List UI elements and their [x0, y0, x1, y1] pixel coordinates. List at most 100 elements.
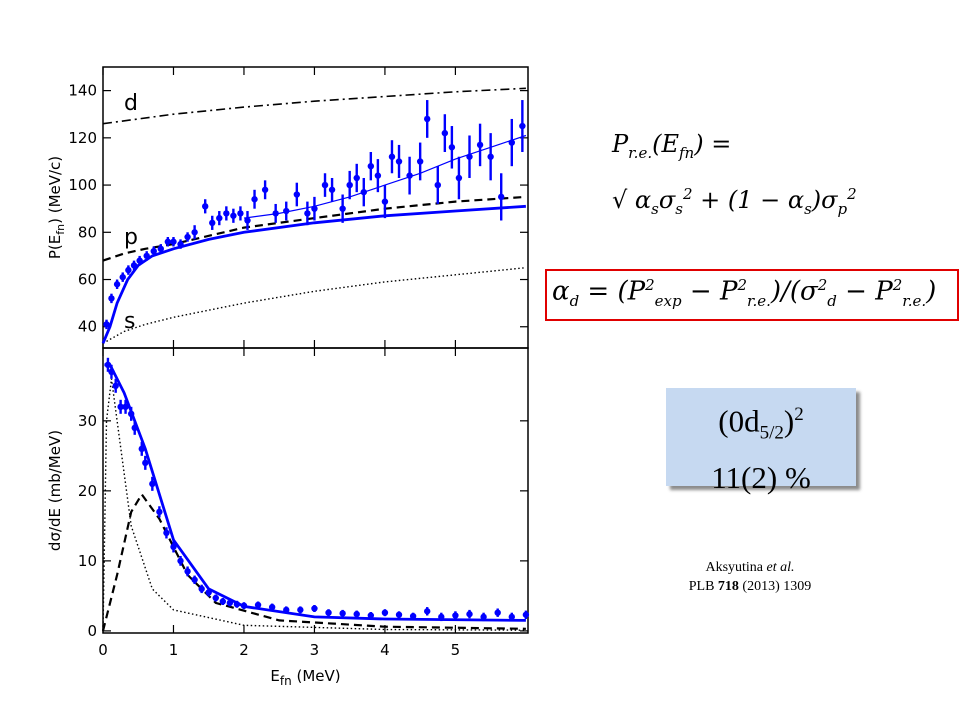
y-tick-label: 120 [68, 129, 97, 147]
data-point [522, 611, 530, 618]
data-point [395, 158, 403, 165]
text-part: )σ [811, 186, 838, 214]
text-part: 2 [892, 276, 903, 294]
curve-label: d [124, 91, 138, 116]
data-point [150, 247, 157, 255]
text-part: − P [836, 276, 893, 307]
x-tick-label: 5 [451, 641, 461, 659]
data-point [177, 240, 184, 248]
data-point [311, 605, 318, 612]
result-box: (0d5/2)2 11(2) % [666, 388, 856, 495]
x-axis-label: Efn (MeV) [270, 667, 340, 688]
data-point [325, 609, 332, 616]
data-point [283, 207, 290, 215]
data-point [136, 257, 143, 264]
text-part: s [675, 199, 683, 218]
data-point [321, 181, 329, 189]
text-part: ) = [694, 130, 732, 158]
citation: Aksyutina et al. PLB 718 (2013) 1309 [640, 558, 860, 596]
highlight-box [545, 269, 959, 321]
data-point [163, 529, 170, 537]
data-point [170, 238, 177, 245]
text-part: ) [783, 403, 795, 439]
data-point [438, 613, 445, 621]
data-point [240, 602, 248, 609]
text-part: 718 [717, 579, 739, 594]
y-axis-label: dσ/dE (mb/MeV) [46, 430, 64, 551]
y-axis-label: P(Efn) (MeV/c) [46, 156, 67, 259]
curve [102, 195, 526, 262]
data-point [487, 153, 494, 160]
text-part: s [804, 199, 812, 218]
data-point [157, 245, 164, 253]
data-point [198, 585, 205, 593]
data-point [434, 181, 441, 189]
text-part: r.e. [902, 291, 927, 310]
data-point [353, 610, 360, 618]
data-point [297, 606, 304, 614]
y-tick-label: 30 [78, 412, 97, 430]
y-tick-label: 140 [68, 82, 97, 100]
data-point [360, 188, 367, 196]
data-point [339, 205, 346, 212]
x-tick-label: 2 [239, 641, 249, 659]
data-point [216, 214, 223, 222]
data-point [476, 141, 484, 149]
data-point [117, 403, 124, 411]
data-point [480, 613, 487, 621]
data-point [409, 612, 417, 620]
data-point [223, 210, 230, 217]
data-point [108, 295, 115, 302]
text-part: PLB [688, 579, 718, 594]
text-part: d [827, 291, 837, 310]
text-part: et al. [766, 560, 795, 575]
text-part: fn [280, 674, 292, 688]
y-tick-label: 60 [78, 271, 97, 289]
text-part: P(E [46, 235, 64, 259]
y-tick-label: 100 [68, 176, 97, 194]
curve-label: s [124, 309, 135, 334]
text-part: s [651, 199, 659, 218]
data-point [416, 158, 424, 165]
text-part: + (1 − α [692, 186, 805, 214]
data-point [353, 174, 360, 182]
y-tick-label: 0 [87, 622, 97, 640]
data-point [261, 186, 269, 193]
data-point [304, 210, 311, 217]
x-tick-label: 0 [98, 641, 108, 659]
data-point [104, 361, 112, 369]
text-part: fn [678, 143, 695, 162]
data-point [142, 459, 149, 467]
data-point [156, 508, 163, 516]
y-tick-label: 40 [78, 318, 97, 336]
data-point [406, 172, 413, 179]
data-point [143, 252, 150, 260]
y-tick-label: 20 [78, 482, 97, 500]
x-tick-label: 1 [169, 641, 179, 659]
data-point [508, 613, 515, 621]
data-point [177, 557, 184, 565]
text-part: 2 [794, 404, 804, 425]
text-part: = (P [579, 276, 646, 307]
data-point [233, 601, 241, 608]
text-part: √ α [612, 186, 652, 214]
data-point [119, 273, 126, 281]
data-point [466, 610, 473, 618]
data-point [424, 608, 431, 615]
curve [102, 267, 526, 344]
data-point [339, 610, 346, 617]
data-point [191, 229, 198, 236]
data-point [125, 266, 132, 274]
x-tick-label: 3 [310, 641, 320, 659]
citation-authors: Aksyutina et al. [640, 558, 860, 577]
text-part: dσ/dE (mb/MeV) [46, 430, 64, 551]
citation-ref: PLB 718 (2013) 1309 [640, 577, 860, 596]
fraction: 11(2) % [711, 459, 811, 495]
plot-frame [102, 347, 529, 634]
data-point [388, 153, 396, 160]
data-point [367, 612, 375, 619]
formula: αd = (P2exp − P2r.e.)/(σ2d − P2r.e.) [552, 276, 936, 310]
y-tick-label: 80 [78, 223, 97, 241]
text-part: r.e. [628, 143, 653, 162]
